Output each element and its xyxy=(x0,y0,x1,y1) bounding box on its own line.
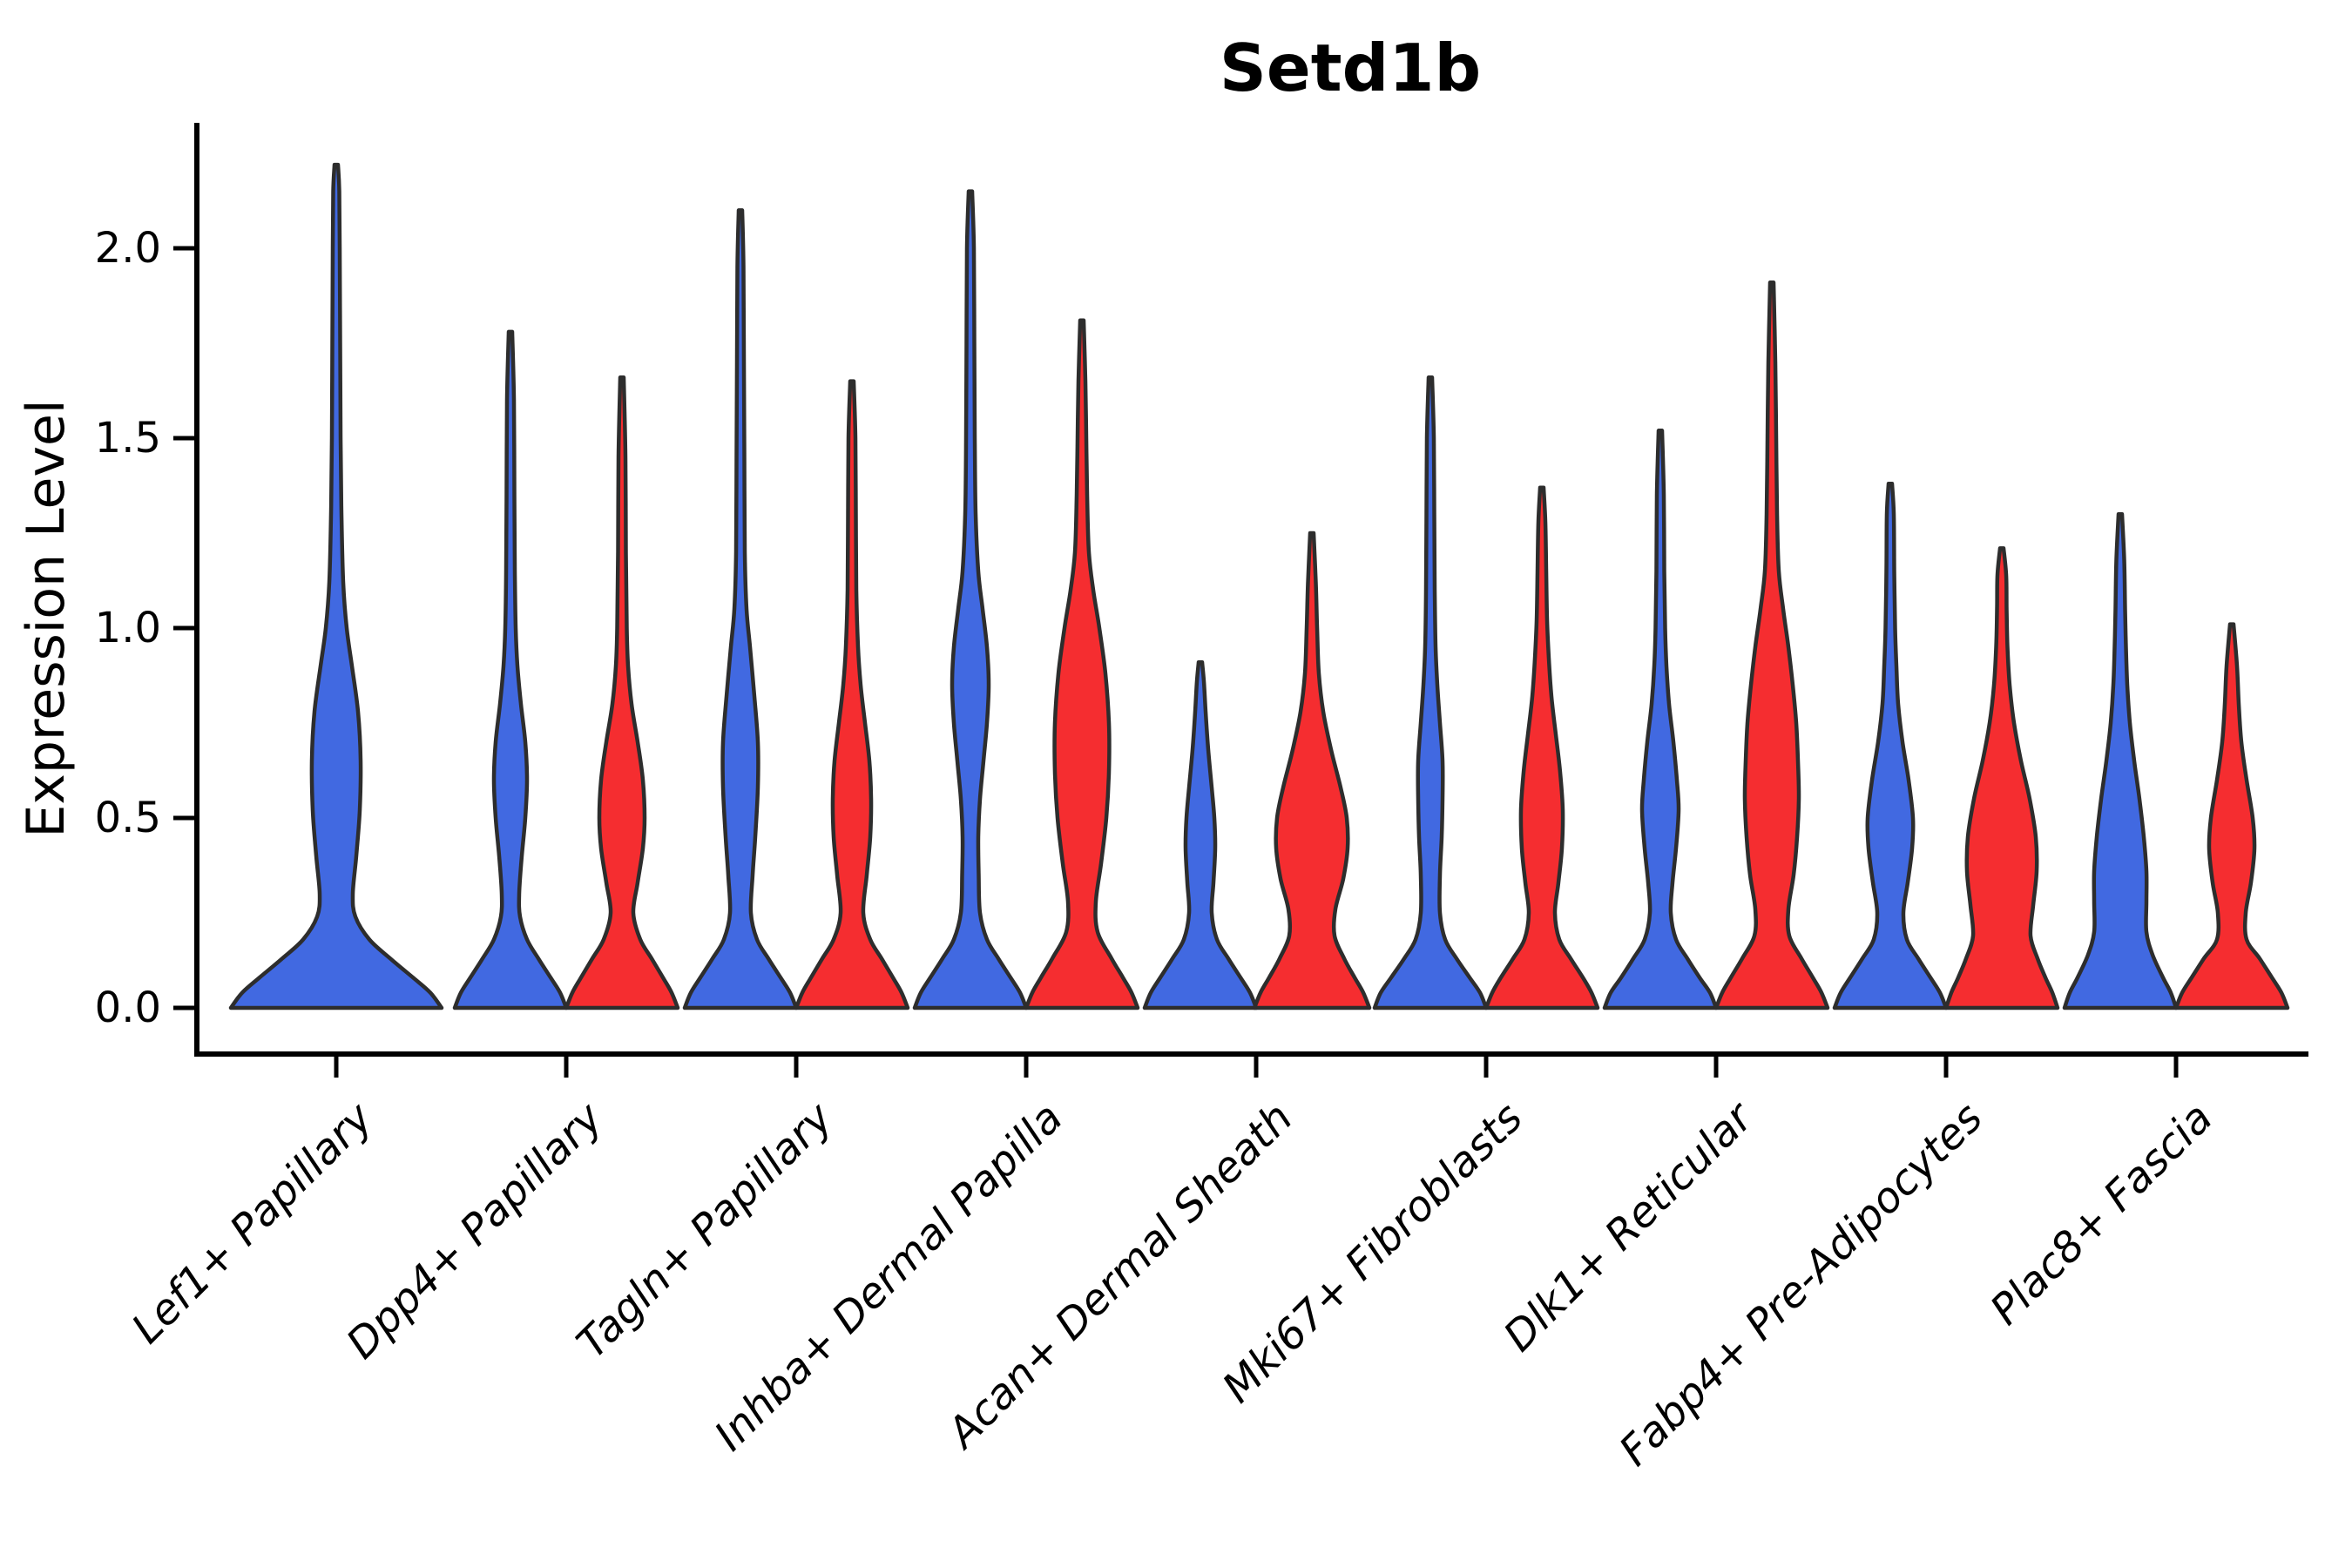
y-tick-label: 2.0 xyxy=(94,224,161,273)
violin-fabp4-pre-adipocytes-red xyxy=(1943,546,2060,1010)
violin-plac8-fascia-red xyxy=(2173,622,2290,1010)
violin-dpp4-papillary-red xyxy=(564,375,680,1010)
violin-mki67-fibroblasts-blue xyxy=(1372,375,1489,1010)
violin-fabp4-pre-adipocytes-blue xyxy=(1832,482,1949,1010)
violin-inhba-dermal-papilla-blue xyxy=(912,189,1029,1010)
violin-plac8-fascia-blue xyxy=(2062,511,2179,1010)
chart-title: Setd1b xyxy=(1219,30,1482,106)
violin-acan-dermal-sheath-blue xyxy=(1142,659,1259,1010)
violin-tagln-papillary-blue xyxy=(682,208,799,1010)
violin-tagln-papillary-red xyxy=(794,379,910,1010)
y-tick-label: 1.0 xyxy=(94,604,161,652)
violin-lef1-papillary-blue xyxy=(228,162,444,1010)
violin-inhba-dermal-papilla-red xyxy=(1024,318,1140,1010)
violin-dpp4-papillary-blue xyxy=(452,329,569,1010)
violin-mki67-fibroblasts-red xyxy=(1484,485,1600,1010)
violin-dlk1-reticular-red xyxy=(1713,280,1830,1010)
violin-acan-dermal-sheath-red xyxy=(1252,531,1372,1010)
violin-dlk1-reticular-blue xyxy=(1602,429,1719,1010)
y-tick-label: 0.0 xyxy=(94,983,161,1032)
y-tick-label: 0.5 xyxy=(94,794,161,842)
y-tick-label: 1.5 xyxy=(94,414,161,463)
